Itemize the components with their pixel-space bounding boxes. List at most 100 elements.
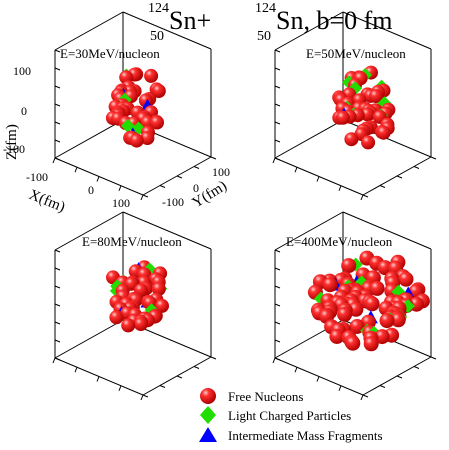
x-tick [272,357,276,364]
x-tick [52,157,56,164]
z-tick [54,157,61,161]
free-nucleon-sphere [390,312,406,328]
title-z2: 50 [257,29,271,44]
y-tick [176,375,183,379]
x-tick [294,167,298,173]
legend-item-intermediate-mass-fragments: Intermediate Mass Fragments [199,427,383,443]
energy-label: E=50MeV/nucleon [306,46,406,61]
z-tick [274,139,281,143]
box-edge [54,211,124,251]
free-nucleon-sphere [379,313,395,329]
x-tick [118,185,122,191]
box-edge [274,11,344,51]
box-edge [54,319,124,359]
y-tick [396,375,403,379]
y-tick [430,156,437,160]
free-nucleon-sphere [369,89,383,104]
free-nucleon-sphere [361,135,376,150]
x-tick [360,194,364,201]
y-tick [176,175,183,179]
x-tick-label: 100 [112,196,130,210]
z-tick-label: 0 [21,104,27,118]
panel-2: E=50MeV/nucleon [272,11,437,201]
free-nucleon-sphere [151,84,166,98]
free-nucleon-sphere [335,110,350,125]
z-tick [274,303,281,307]
z-tick [274,103,281,107]
y-tick [379,385,386,388]
box-edge [54,119,124,159]
free-nucleon-sphere [341,258,357,274]
x-tick [118,385,122,391]
z-tick [274,121,281,125]
particle-cluster [105,67,166,148]
z-tick [274,157,281,161]
z-tick [54,321,61,325]
z-tick [54,249,61,253]
energy-label: E=30MeV/nucleon [60,46,160,61]
legend-item-light-charged-particles: Light Charged Particles [200,406,351,424]
z-tick-label: 100 [13,64,31,78]
z-tick [274,321,281,325]
free-nucleon-sphere [129,133,144,148]
free-nucleon-sphere [144,68,159,83]
panel-1: E=30MeV/nucleon1000-100-10001001000-100Z… [3,11,230,216]
legend-label: Intermediate Mass Fragments [228,428,383,443]
panels: E=30MeV/nucleon1000-100-10001001000-100Z… [3,11,437,401]
title-element2: Sn, b=0 fm [276,6,393,35]
legend: Free Nucleons Light Charged Particles In… [199,388,383,443]
title-mass1: 124 [148,1,169,16]
free-nucleon-sphere [337,306,353,322]
free-nucleon-sphere [109,310,124,325]
title-mass2: 124 [255,1,276,16]
y-tick [362,194,369,198]
light-charged-particle-diamond [120,118,135,133]
x-tick [140,194,144,201]
z-tick [274,339,281,343]
x-tick [272,157,276,164]
free-nucleon-sphere [133,317,148,332]
y-tick [396,175,403,179]
x-tick [74,167,78,173]
y-tick [193,366,200,369]
z-tick [54,85,61,89]
y-tick [362,394,369,398]
legend-triangle-marker [199,427,217,442]
box-edge [274,119,344,159]
box-edge [122,211,212,250]
free-nucleon-sphere [150,115,164,130]
z-tick [54,121,61,125]
z-tick [274,357,281,361]
energy-label: E=80MeV/nucleon [82,234,182,249]
free-nucleon-sphere [376,125,391,140]
y-tick [142,394,149,398]
x-tick [338,185,342,191]
y-tick [210,356,217,360]
x-tick [316,376,320,382]
x-tick [74,367,78,373]
z-tick-label: -100 [3,142,25,156]
free-nucleon-sphere [344,132,359,147]
legend-item-free-nucleons: Free Nucleons [200,388,303,404]
y-tick [413,166,420,169]
z-axis-label: Z(fm) [4,124,20,160]
x-tick [294,367,298,373]
panel-3: E=80MeV/nucleon [52,211,217,401]
z-tick [54,303,61,307]
z-tick [54,139,61,143]
x-tick [52,357,56,364]
x-tick-label: 0 [88,183,94,197]
z-tick [54,49,61,53]
z-tick [54,357,61,361]
x-tick [96,376,100,382]
box-edge [54,11,124,51]
legend-sphere-marker [200,388,216,404]
z-tick [54,67,61,71]
y-tick-label: -100 [162,195,184,209]
z-tick [274,267,281,271]
x-tick [316,176,320,182]
box-edge [274,211,344,251]
z-tick [274,249,281,253]
free-nucleon-sphere [363,336,379,352]
